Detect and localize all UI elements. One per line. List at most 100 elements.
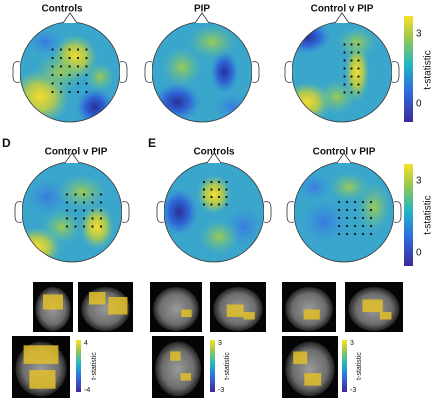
sensor (343, 59, 346, 62)
colorbar-tick: -3 (350, 387, 356, 394)
colorbar-tick: 0 (416, 99, 422, 110)
sensor (59, 73, 63, 77)
sensor (82, 193, 86, 196)
sensor (217, 203, 221, 206)
sensor (202, 180, 206, 184)
sensor (353, 224, 357, 228)
topomap-fill (292, 22, 392, 122)
sensor (361, 224, 365, 228)
colorbar (76, 340, 81, 392)
mri-slice (150, 282, 202, 332)
colorbar-tick: 4 (84, 340, 88, 347)
sensor (91, 193, 94, 196)
sensor (345, 224, 349, 228)
sensor (357, 67, 360, 70)
ear (156, 201, 165, 223)
sensor (202, 188, 206, 191)
sensor (59, 90, 63, 94)
topomap-fill (20, 22, 120, 122)
mri-slice (12, 336, 70, 398)
sensor (74, 193, 77, 196)
topomap-blob (25, 27, 65, 57)
colorbar-tick: -3 (218, 387, 224, 394)
sensor (91, 217, 94, 220)
sensor (357, 91, 360, 94)
ear (286, 201, 295, 223)
sensor (337, 208, 341, 212)
brain (155, 341, 201, 397)
topomap-fill (164, 162, 264, 262)
sensor (357, 51, 360, 54)
mri-slice (210, 282, 266, 332)
topomap (286, 152, 402, 263)
sensor (343, 43, 346, 46)
topomap-blob (85, 62, 115, 92)
sensor (59, 65, 63, 68)
ear (251, 61, 260, 83)
sensor (51, 82, 54, 85)
sensor (210, 195, 213, 199)
sensor (82, 209, 86, 212)
sensor (82, 225, 86, 228)
sensor (350, 43, 353, 46)
colorbar-tick: 3 (350, 340, 354, 347)
colorbar-tick: 0 (416, 248, 422, 259)
topomap (14, 152, 130, 263)
activation (293, 351, 308, 364)
sensor (343, 83, 346, 86)
sensor (74, 201, 77, 204)
sensor (217, 195, 221, 199)
ear (12, 61, 21, 83)
colorbar (210, 340, 215, 392)
mri-slice (282, 336, 338, 398)
sensor (353, 200, 357, 204)
sensor (369, 224, 373, 228)
topomap-blob (329, 172, 369, 202)
sensor (353, 232, 357, 236)
sensor (202, 203, 206, 206)
activation (379, 312, 392, 320)
sensor (99, 225, 103, 228)
activation (43, 294, 63, 310)
sensor (65, 225, 69, 228)
sensor (337, 224, 341, 228)
topomap (144, 12, 260, 123)
sensor (82, 217, 86, 220)
sensor (361, 200, 365, 204)
topomap (284, 12, 400, 123)
colorbar-label: t-statistic (423, 195, 432, 234)
topomap-blob (35, 52, 85, 92)
sensor (51, 65, 54, 68)
sensor (202, 195, 206, 199)
topomap-blob (199, 219, 239, 255)
topomap-blob (337, 27, 377, 57)
ear (391, 61, 400, 83)
sensor (369, 232, 373, 236)
topomap-blob (162, 47, 202, 87)
sensor (337, 216, 341, 220)
activation (226, 304, 244, 317)
sensor (76, 73, 80, 77)
sensor (76, 56, 80, 60)
topomap-blob (296, 172, 332, 202)
sensor (59, 48, 63, 51)
mri-slice (33, 282, 73, 332)
sensor (350, 91, 353, 94)
sensor (225, 188, 228, 191)
sensor (85, 65, 88, 68)
sensor (337, 200, 341, 204)
sensor (91, 201, 94, 204)
sensor (99, 217, 103, 220)
sensor (59, 56, 63, 60)
panel-label: E (148, 136, 156, 150)
map-title: Control v PIP (311, 4, 374, 15)
activation (304, 373, 322, 386)
sensor (217, 180, 221, 184)
sensor (357, 43, 360, 46)
colorbar-label: t-statistic (91, 352, 98, 380)
topomap-blob (57, 174, 107, 210)
activation (243, 312, 255, 320)
sensor (345, 208, 349, 212)
sensor (85, 48, 88, 51)
